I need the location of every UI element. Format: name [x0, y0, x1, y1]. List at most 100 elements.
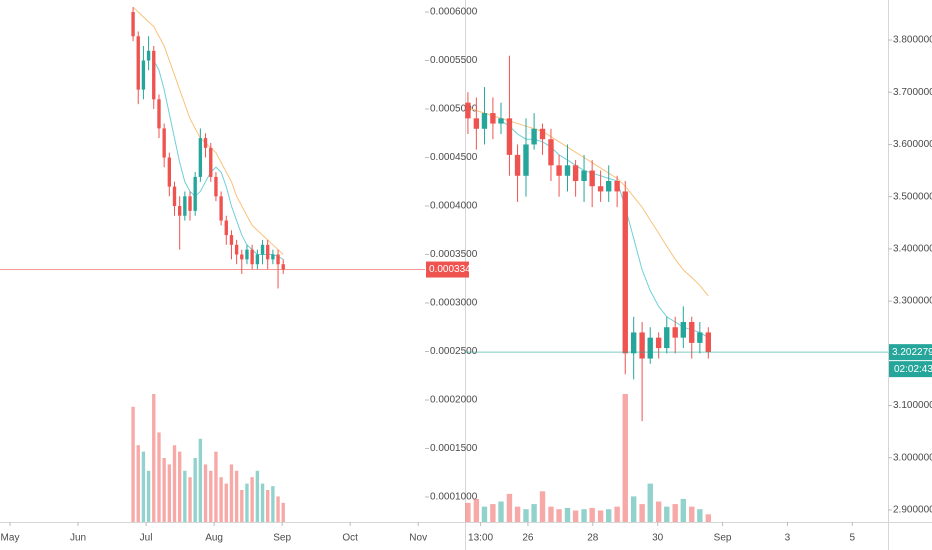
candle-body — [136, 36, 140, 90]
x-tick-label: Jun — [70, 533, 86, 544]
x-tick-label: 3 — [785, 533, 791, 544]
candle-body — [664, 327, 670, 349]
last-price-box — [889, 344, 932, 361]
volume-bar — [214, 451, 218, 522]
volume-bar — [224, 483, 228, 522]
moving-average — [153, 60, 284, 260]
candle-body — [597, 186, 604, 192]
volume-bar — [705, 514, 711, 522]
volume-bar — [188, 477, 192, 522]
candle-body — [255, 254, 260, 265]
candle-body — [245, 249, 249, 260]
volume-bar — [157, 432, 161, 522]
volume-bar — [281, 502, 285, 522]
candle-body — [473, 118, 480, 129]
volume-bar — [481, 506, 488, 522]
candle-body — [162, 128, 166, 158]
candle-body — [157, 99, 161, 129]
x-tick-label: 28 — [587, 533, 599, 544]
candle-body — [655, 337, 662, 349]
x-tick-label: Oct — [342, 533, 358, 544]
y-tick-label: 0.0003500 — [430, 249, 478, 260]
volume-bar — [198, 438, 203, 522]
candle-body — [240, 254, 244, 260]
volume-bar — [167, 464, 172, 522]
candle-body — [198, 138, 203, 177]
volume-bar — [234, 470, 239, 522]
candle-body — [172, 186, 177, 207]
candle-body — [234, 244, 239, 255]
candle-body — [183, 196, 187, 216]
candle-body — [188, 196, 192, 211]
volume-bar — [183, 470, 187, 522]
candle-body — [465, 102, 471, 119]
candle-body — [556, 165, 562, 176]
volume-bar — [581, 509, 587, 522]
volume-bar — [664, 506, 670, 522]
x-tick-label: 13:00 — [468, 533, 493, 544]
last-price-label: 0.0003345 — [429, 264, 477, 275]
volume-bar — [473, 498, 480, 522]
x-tick-label: 26 — [522, 533, 534, 544]
candle-body — [266, 244, 270, 260]
y-tick-label: 3.400000 — [893, 244, 932, 255]
candle-body — [276, 254, 280, 265]
candle-body — [564, 165, 571, 176]
volume-bar — [689, 506, 695, 522]
volume-bar — [141, 451, 146, 522]
candle-body — [203, 138, 208, 148]
volume-bar — [514, 506, 521, 522]
candle-body — [647, 337, 653, 359]
volume-bar — [465, 502, 471, 522]
plot — [465, 55, 711, 522]
x-tick-label: Aug — [205, 533, 223, 544]
y-tick-label: 0.0002500 — [430, 346, 478, 357]
y-tick-label: 3.000000 — [893, 452, 932, 463]
candle-body — [630, 332, 637, 354]
candle-body — [214, 176, 218, 197]
candle-body — [523, 144, 529, 176]
candle-body — [639, 332, 645, 359]
candle-body — [506, 118, 513, 155]
volume-bar — [506, 493, 513, 522]
candle-body — [697, 332, 703, 343]
volume-bar — [564, 507, 571, 522]
volume-bar — [172, 445, 177, 522]
y-tick-label: 3.300000 — [893, 296, 932, 307]
volume-bar — [266, 490, 270, 522]
volume-bar — [490, 504, 496, 522]
candle-body — [581, 170, 587, 181]
candle-body — [224, 220, 228, 236]
volume-bar — [193, 458, 197, 522]
volume-bar — [697, 509, 703, 522]
volume-bar — [614, 506, 620, 522]
volume-bar — [606, 509, 612, 522]
volume-bar — [589, 507, 595, 522]
volume-bar — [672, 504, 678, 522]
candle-body — [260, 244, 265, 255]
volume-bar — [162, 458, 166, 522]
volume-bar — [680, 498, 687, 522]
volume-bar — [146, 470, 151, 522]
y-tick-label: 0.0004000 — [430, 201, 478, 212]
candle-body — [539, 128, 546, 140]
x-tick-label: 5 — [850, 533, 856, 544]
volume-bar — [548, 506, 554, 522]
y-tick-label: 2.900000 — [893, 505, 932, 516]
candle-body — [606, 180, 612, 192]
volume-bar — [523, 509, 529, 522]
y-tick-label: 0.0005500 — [430, 55, 478, 66]
candle-body — [177, 206, 182, 216]
volume-bar — [260, 483, 265, 522]
countdown-box — [889, 361, 932, 378]
volume-bar — [152, 394, 156, 522]
candle-body — [498, 118, 504, 124]
volume-bar — [539, 491, 546, 522]
candle-body — [589, 170, 595, 187]
moving-average — [132, 6, 284, 255]
y-tick-label: 3.500000 — [893, 191, 932, 202]
volume-bar — [229, 464, 234, 522]
candle-body — [622, 191, 628, 354]
candle-body — [705, 332, 711, 353]
